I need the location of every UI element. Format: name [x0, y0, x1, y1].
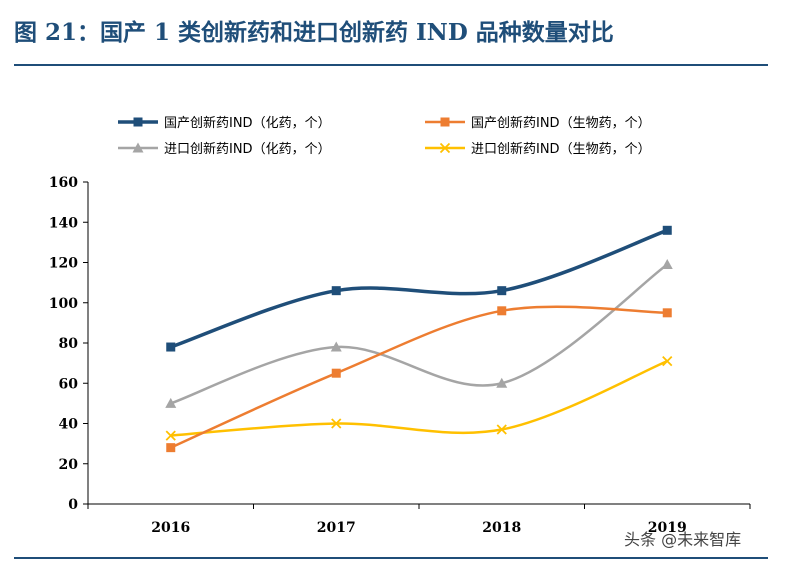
legend-label: 进口创新药IND（生物药，个）	[471, 141, 651, 157]
data-point-series-2	[331, 368, 341, 378]
y-tick-label: 40	[59, 417, 79, 433]
legend-label: 国产创新药IND（生物药，个）	[471, 115, 651, 131]
data-point-series-2	[662, 308, 672, 318]
x-tick-label: 2017	[317, 520, 356, 536]
legend-item-2: 国产创新药IND（生物药，个）	[425, 115, 651, 131]
chart-series	[165, 225, 673, 453]
data-point-series-1	[166, 342, 176, 352]
chart-legend: 国产创新药IND（化药，个） 国产创新药IND（生物药，个） 进口创新药IND（化药…	[118, 115, 651, 157]
data-point-series-1	[331, 286, 341, 296]
watermark: 头条 @未来智库	[624, 530, 742, 549]
footer-divider	[14, 557, 768, 559]
y-tick-label: 80	[59, 336, 79, 352]
y-tick-label: 0	[68, 497, 78, 513]
series-line-2	[170, 305, 668, 449]
data-point-series-3	[330, 341, 342, 352]
y-tick-label: 20	[59, 457, 79, 473]
x-tick-label: 2019	[648, 520, 687, 536]
chart-axes: 0 20 40 60 80 100 120 140 160 2016 2017 2018 2019	[49, 175, 751, 536]
data-point-series-3	[496, 377, 508, 388]
legend-marker	[440, 117, 450, 127]
x-tick-label: 2018	[482, 520, 521, 536]
legend-label: 国产创新药IND（化药，个）	[164, 115, 331, 131]
page-title: 图 21：国产 1 类创新药和进口创新药 IND 品种数量对比	[14, 19, 614, 46]
data-point-series-1	[497, 286, 507, 296]
y-tick-label: 120	[49, 256, 78, 272]
data-point-series-1	[662, 225, 672, 235]
y-tick-label: 100	[49, 296, 78, 312]
legend-label: 进口创新药IND（化药，个）	[164, 141, 331, 157]
data-point-series-2	[497, 306, 507, 316]
data-point-series-3	[165, 397, 177, 408]
series-line-3	[170, 263, 668, 405]
series-line-4	[170, 359, 668, 437]
x-tick-label: 2016	[151, 520, 190, 536]
legend-marker	[439, 142, 451, 154]
legend-item-3: 进口创新药IND（化药，个）	[118, 141, 331, 157]
data-point-series-3	[661, 259, 673, 270]
legend-marker	[132, 142, 144, 153]
series-line-1	[170, 228, 668, 349]
legend-item-1: 国产创新药IND（化药，个）	[118, 115, 331, 131]
data-point-series-4	[331, 418, 342, 429]
legend-marker	[133, 117, 143, 127]
y-tick-label: 160	[49, 175, 78, 191]
data-point-series-4	[662, 355, 673, 367]
y-tick-label: 60	[59, 376, 79, 392]
data-point-series-2	[166, 443, 176, 453]
y-tick-label: 140	[49, 215, 78, 231]
title-divider	[14, 64, 768, 66]
data-point-series-4	[496, 424, 507, 435]
data-point-series-4	[165, 430, 176, 441]
legend-item-4: 进口创新药IND（生物药，个）	[425, 141, 651, 157]
